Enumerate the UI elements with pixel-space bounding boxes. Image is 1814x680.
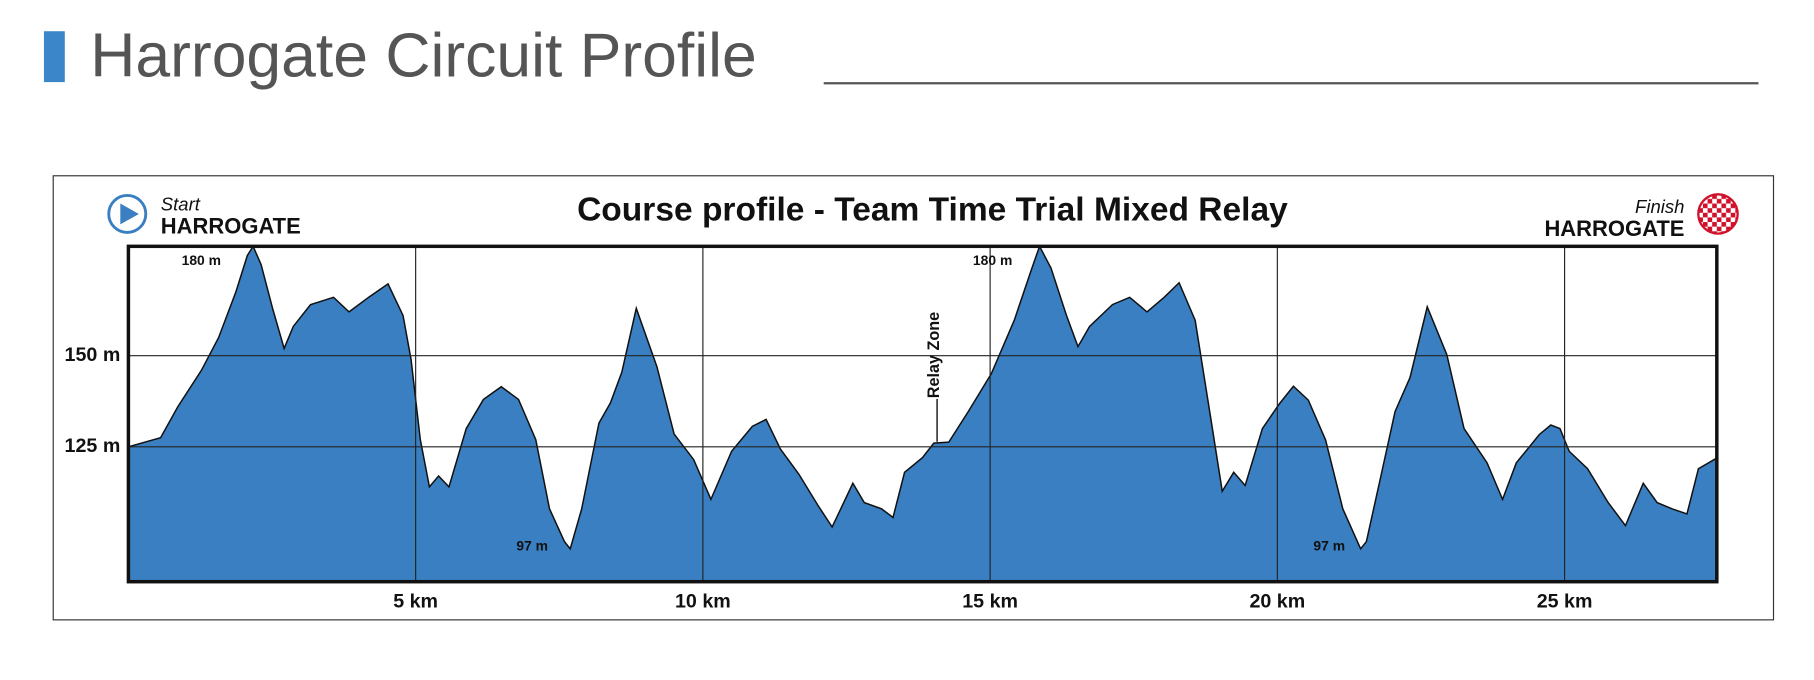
x-tick-label: 25 km (1537, 591, 1593, 613)
x-tick-label: 20 km (1249, 591, 1305, 613)
elevation-label: 180 m (182, 252, 221, 268)
finish-place: HARROGATE (1544, 216, 1684, 241)
profile-line (128, 244, 1718, 551)
frame (52, 175, 1775, 621)
finish-label: Finish (1635, 196, 1684, 217)
start-place: HARROGATE (161, 214, 301, 239)
x-tick-label: 15 km (962, 591, 1018, 613)
x-tick-label: 5 km (393, 591, 438, 613)
plot-border (126, 244, 1719, 584)
header-bar (43, 31, 65, 83)
start-arrow (120, 203, 139, 225)
y-tick-label: 150 m (65, 344, 121, 366)
elevation-label: 97 m (1313, 538, 1345, 554)
chart-title: Course profile - Team Time Trial Mixed R… (577, 191, 1288, 228)
plot: 125 m 150 m 5 km 10 km 15 km 20 km 25 km 180 m 9… (65, 244, 1719, 613)
page-title: Harrogate Circuit Profile (90, 21, 757, 91)
x-tick-label: 10 km (675, 591, 731, 613)
elevation-label: 180 m (973, 252, 1012, 268)
elevation-label: 97 m (516, 538, 548, 554)
y-tick-label: 125 m (65, 435, 121, 457)
start-label: Start (161, 194, 201, 215)
finish-icon (1697, 193, 1739, 235)
area-fill (128, 246, 1717, 582)
relay-label: Relay Zone (925, 312, 943, 398)
